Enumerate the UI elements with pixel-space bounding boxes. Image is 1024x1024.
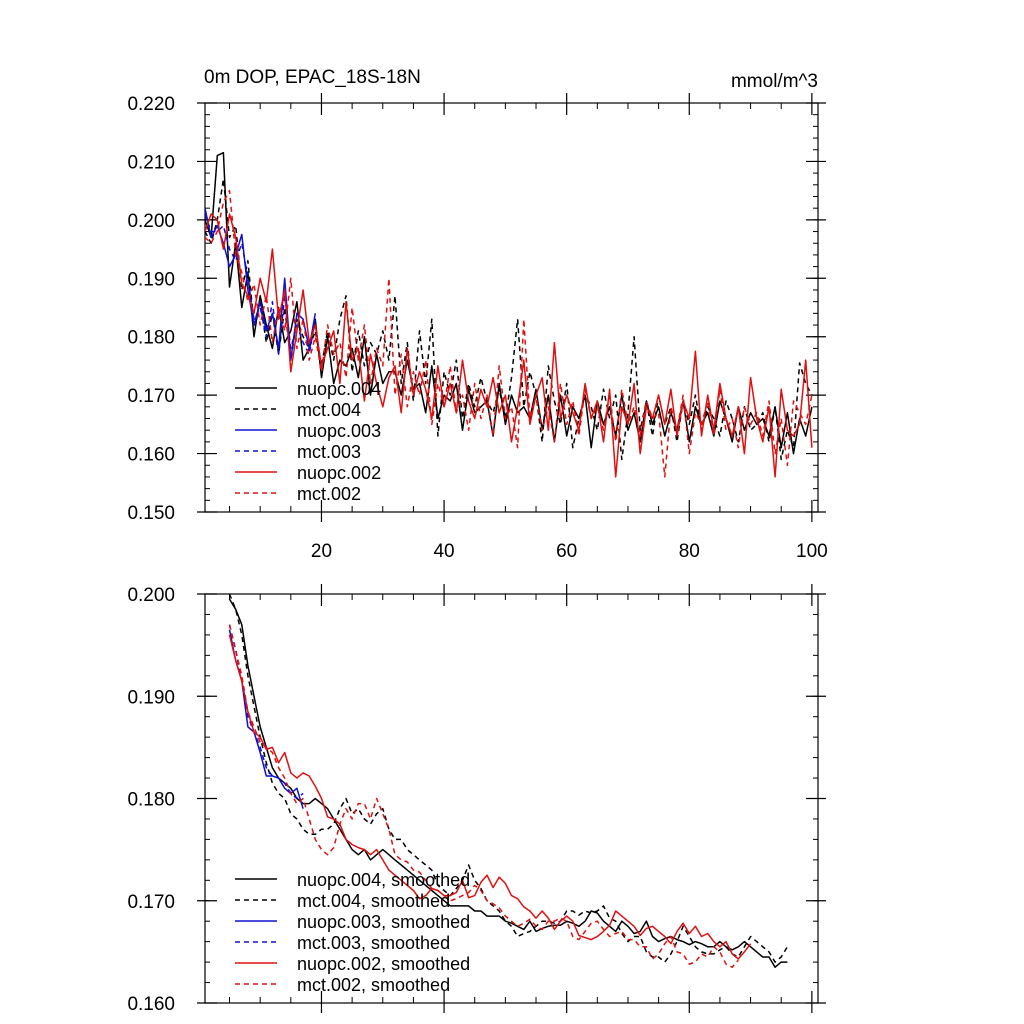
series-line-mct-002 <box>205 189 813 478</box>
series-line-nuopc-003-smoothed <box>228 629 304 809</box>
legend-label: nuopc.003, smoothed <box>297 912 470 932</box>
y-tick-label: 0.200 <box>127 211 175 232</box>
series-line-mct-002-smoothed <box>228 624 739 968</box>
x-tick-label: 60 <box>556 541 577 562</box>
series-line-mct-003-smoothed <box>228 624 304 800</box>
y-tick-label: 0.190 <box>127 687 175 708</box>
y-tick-label: 0.200 <box>127 585 175 606</box>
series-line-nuopc-004 <box>205 151 813 455</box>
panel-top: 0m DOP, EPAC_18S-18N mmol/m^3 20 40 60 80 10… <box>127 67 827 562</box>
series-line-nuopc-004-smoothed <box>228 598 788 968</box>
y-tick-label: 0.210 <box>127 152 175 173</box>
legend-label: mct.004 <box>297 400 361 420</box>
legend-label: mct.003 <box>297 442 361 462</box>
legend-label: nuopc.003 <box>297 421 381 441</box>
x-tick-label: 80 <box>679 541 700 562</box>
x-tick-label: 40 <box>433 541 454 562</box>
y-tick-label: 0.190 <box>127 269 175 290</box>
legend-label: mct.004, smoothed <box>297 891 450 911</box>
series-line-nuopc-003 <box>205 208 317 361</box>
legend-label: mct.002 <box>297 484 361 504</box>
series-line-nuopc-002-smoothed <box>228 634 752 960</box>
series-line-mct-004-smoothed <box>228 594 789 963</box>
y-tick-label: 0.150 <box>127 503 175 524</box>
x-tick-label: 20 <box>311 541 332 562</box>
legend-label: mct.002, smoothed <box>297 975 450 995</box>
y-tick-label: 0.180 <box>127 790 175 811</box>
x-tick-label: 100 <box>796 541 828 562</box>
legend-label: nuopc.004, smoothed <box>297 870 470 890</box>
legend-label: nuopc.004 <box>297 379 381 399</box>
legend-label: nuopc.002 <box>297 463 381 483</box>
panel-bottom: 0.160 0.170 0.180 0.190 0.200 nuopc.004, smoo… <box>127 584 826 1015</box>
y-tick-label: 0.170 <box>127 892 175 913</box>
series-line-mct-003 <box>205 213 317 355</box>
y-tick-label: 0.180 <box>127 328 175 349</box>
y-tick-label: 0.160 <box>127 994 175 1015</box>
legend-label: nuopc.002, smoothed <box>297 954 470 974</box>
chart-title: 0m DOP, EPAC_18S-18N <box>204 67 421 88</box>
series-group <box>228 594 789 968</box>
units-label: mmol/m^3 <box>731 71 818 92</box>
series-line-nuopc-002 <box>205 213 813 478</box>
plot-frame <box>204 102 819 513</box>
y-tick-label: 0.170 <box>127 386 175 407</box>
legend-label: mct.003, smoothed <box>297 933 450 953</box>
y-tick-label: 0.160 <box>127 445 175 466</box>
series-group <box>205 151 813 478</box>
y-tick-label: 0.220 <box>127 94 175 115</box>
